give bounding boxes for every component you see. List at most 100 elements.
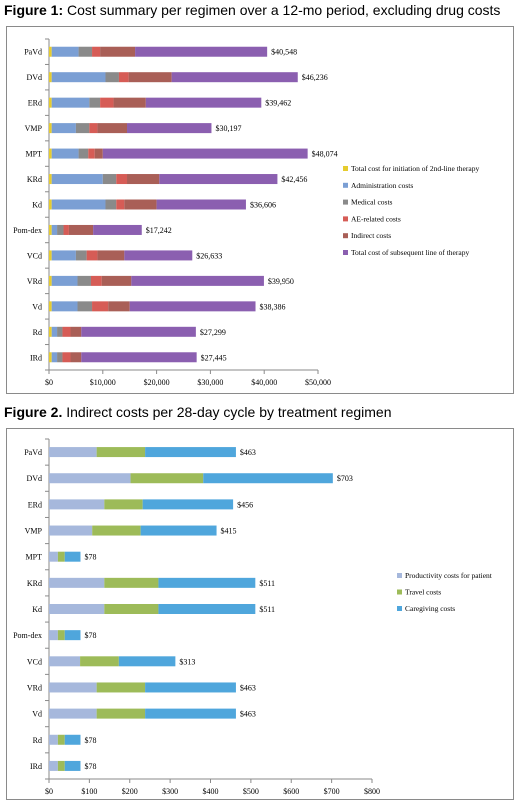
figure2-legend-swatch — [397, 606, 402, 611]
figure1-category-label: VMP — [25, 124, 43, 133]
figure2-panel: $0 $100 $200 $300 $400 $500 $600 $700 $800 PaVd $4… — [6, 428, 514, 800]
figure1-category-label: MPT — [26, 150, 43, 159]
figure1-bar-segment — [88, 148, 95, 159]
figure1-total-label: $26,633 — [196, 251, 222, 260]
figure2-x-tick-label: $200 — [122, 787, 138, 796]
figure1-chart: $0 $10,000 $20,000 $30,000 $40,000 $50,000 PaV… — [13, 38, 479, 387]
figure1-bar-segment — [92, 301, 109, 312]
figure1-total-label: $36,606 — [250, 201, 276, 210]
figure1-bar-segment — [49, 199, 52, 210]
figure1-bar-segment — [49, 352, 52, 363]
figure1-x-tick-label: $10,000 — [90, 378, 116, 387]
figure1-bar-segment — [102, 148, 308, 159]
figure2-legend-label: Travel costs — [405, 588, 441, 597]
figure1-bar-segment — [49, 250, 52, 261]
figure1-total-label: $27,445 — [201, 353, 227, 362]
figure2-bar-segment — [158, 577, 256, 588]
figure1-bar-segment — [78, 148, 89, 159]
figure2-legend-label: Productivity costs for patient — [405, 571, 493, 580]
figure2-bar-segment — [49, 734, 58, 745]
figure2-bar-segment — [96, 682, 146, 693]
figure2-category-label: VRd — [27, 683, 42, 692]
figure2-bar-segment — [104, 499, 143, 510]
figure1-bar-segment — [78, 46, 93, 57]
figure1-total-label: $48,074 — [312, 150, 338, 159]
figure1-bar-segment — [124, 250, 193, 261]
figure2-bar-segment — [57, 551, 65, 562]
figure2-total-label: $456 — [237, 500, 253, 509]
figure2-x-tick-label: $800 — [364, 787, 380, 796]
figure2-bar-segment — [49, 499, 105, 510]
figure2-chart: $0 $100 $200 $300 $400 $500 $600 $700 $800 PaVd $4… — [13, 438, 493, 796]
figure2-bar-segment — [49, 630, 58, 641]
figure2-x-tick-label: $600 — [283, 787, 299, 796]
figure1-bar-segment — [101, 275, 132, 286]
figure2-total-label: $78 — [84, 631, 96, 640]
figure1-legend-label: Total cost of subsequent line of therapy — [351, 248, 469, 257]
figure2-bar-segment — [92, 525, 141, 536]
figure1-bar-segment — [171, 72, 298, 83]
figure1-bar-segment — [105, 199, 117, 210]
figure1-bar-segment — [116, 199, 125, 210]
figure1-bar-segment — [49, 72, 52, 83]
figure2-bar-segment — [145, 708, 236, 719]
figure2-x-tick-label: $0 — [45, 787, 53, 796]
figure1-bar-segment — [145, 97, 262, 108]
figure1-bar-segment — [97, 250, 125, 261]
figure2-legend-swatch — [397, 589, 402, 595]
figure2-category-label: MPT — [26, 553, 43, 562]
figure2-bar-segment — [57, 630, 65, 641]
figure1-category-label: Rd — [33, 328, 42, 337]
figure1-bar-segment — [127, 123, 212, 134]
figure1-bar-segment — [102, 174, 117, 185]
figure2-bar-segment — [49, 525, 93, 536]
figure2-legend-swatch — [397, 573, 402, 578]
figure2-bar-segment — [158, 604, 256, 614]
figure1-bar-segment — [51, 123, 76, 134]
figure1-bar-segment — [51, 46, 79, 57]
figure1-legend-swatch — [343, 199, 348, 205]
figure2-category-label: Rd — [33, 736, 42, 745]
figure1-bar-segment — [49, 148, 52, 159]
figure1-legend-swatch — [343, 250, 348, 255]
figure2-total-label: $511 — [259, 605, 275, 614]
figure1-title-text: Cost summary per regimen over a 12-mo pe… — [63, 2, 501, 18]
figure1-bar-segment — [89, 123, 98, 134]
figure1-bar-segment — [70, 352, 82, 363]
figure1-bar-segment — [49, 275, 52, 286]
figure1-bar-segment — [93, 224, 142, 235]
figure1-bar-segment — [75, 250, 87, 261]
figure1-total-label: $17,242 — [146, 226, 172, 235]
figure1-bar-segment — [57, 352, 63, 363]
figure1-bar-segment — [49, 46, 52, 57]
figure1-category-label: VRd — [27, 277, 42, 286]
figure1-bar-segment — [51, 148, 79, 159]
figure1-bar-segment — [62, 326, 71, 337]
figure1-total-label: $39,950 — [268, 277, 294, 286]
figure2-total-label: $703 — [337, 474, 353, 483]
figure1-bar-segment — [108, 301, 130, 312]
figure2-x-tick-label: $300 — [162, 787, 178, 796]
figure1-total-label: $46,236 — [302, 73, 328, 82]
figure2-category-label: KRd — [27, 579, 42, 588]
figure2-title-label: Figure 2. — [4, 404, 63, 420]
figure1-bar-segment — [57, 224, 64, 235]
figure1-bar-segment — [63, 224, 69, 235]
figure1-legend-swatch — [343, 233, 348, 239]
figure1-bar-segment — [156, 199, 246, 210]
figure1-bar-segment — [51, 352, 58, 363]
figure1-bar-segment — [135, 46, 268, 57]
figure2-bar-segment — [49, 656, 81, 667]
figure1-bar-segment — [51, 275, 78, 286]
figure2-total-label: $463 — [240, 683, 256, 692]
figure1-bar-segment — [92, 46, 101, 57]
figure1-legend-label: AE-related costs — [351, 214, 401, 223]
figure2-x-tick-label: $100 — [81, 787, 97, 796]
figure1-bar-segment — [81, 352, 197, 363]
figure1-category-label: IRd — [30, 353, 42, 362]
figure1-category-label: Vd — [32, 302, 42, 311]
figure1-bar-segment — [49, 97, 52, 108]
figure2-bar-segment — [49, 604, 105, 614]
figure1-bar-segment — [118, 72, 129, 83]
figure1-title-label: Figure 1: — [4, 2, 64, 18]
